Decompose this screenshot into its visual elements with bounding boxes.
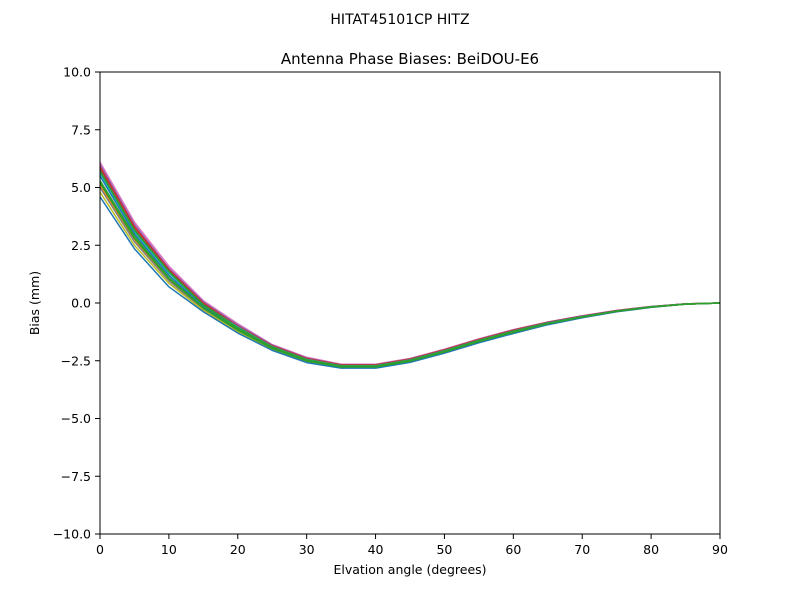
x-tick-label: 60: [505, 542, 521, 557]
series-line-2: [99, 164, 721, 366]
x-tick-label: 50: [436, 542, 452, 557]
y-tick-label: 10.0: [63, 65, 91, 80]
x-tick-label: 30: [299, 542, 315, 557]
y-axis-label: Bias (mm): [27, 271, 42, 335]
chart-suptitle: HITAT45101CP HITZ: [330, 12, 469, 28]
y-tick-label: 2.5: [71, 238, 91, 253]
series-line-13: [99, 182, 721, 368]
y-tick-label: 7.5: [71, 122, 91, 137]
series-line-5: [99, 173, 721, 367]
series-line-11: [99, 196, 721, 369]
series-line-3: [99, 166, 721, 366]
x-tick-label: 10: [161, 542, 177, 557]
x-tick-label: 40: [368, 542, 384, 557]
x-tick-label: 80: [643, 542, 659, 557]
x-tick-label: 0: [96, 542, 104, 557]
x-axis-label: Elvation angle (degrees): [333, 562, 486, 577]
y-tick-label: −5.0: [61, 411, 91, 426]
series-line-6: [99, 175, 721, 368]
series-line-12: [99, 170, 721, 367]
x-axis: 0 10 20 30 40 50 60 70 80 90: [96, 534, 728, 557]
y-axis: −10.0 −7.5 −5.0 −2.5 0.0 2.5 5.0 7.5 10.0: [53, 65, 100, 542]
y-tick-label: 5.0: [71, 180, 91, 195]
x-tick-label: 90: [712, 542, 728, 557]
x-tick-label: 20: [230, 542, 246, 557]
series-layer: [99, 161, 721, 369]
y-tick-label: 0.0: [71, 296, 91, 311]
chart-title: Antenna Phase Biases: BeiDOU-E6: [281, 50, 539, 68]
x-tick-label: 70: [574, 542, 590, 557]
series-line-1: [99, 161, 721, 365]
series-line-8: [99, 184, 721, 368]
series-line-10: [99, 191, 721, 369]
y-tick-label: −2.5: [61, 353, 91, 368]
y-tick-label: −10.0: [53, 527, 91, 542]
y-tick-label: −7.5: [61, 469, 91, 484]
series-line-7: [99, 180, 721, 368]
series-line-4: [99, 168, 721, 367]
series-line-9: [99, 187, 721, 369]
